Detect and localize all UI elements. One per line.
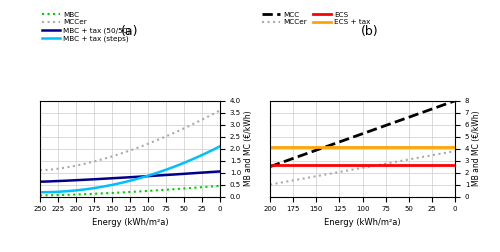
Y-axis label: MB and MC (€/kWh): MB and MC (€/kWh) bbox=[472, 111, 481, 186]
Text: (b): (b) bbox=[361, 25, 379, 38]
Legend: MBC, MCCer, MBC + tax (50/50), MBC + tax (steps): MBC, MCCer, MBC + tax (50/50), MBC + tax… bbox=[38, 9, 133, 45]
Legend: MCC, MCCer, ECS, ECS + tax: MCC, MCCer, ECS, ECS + tax bbox=[258, 9, 374, 28]
X-axis label: Energy (kWh/m²a): Energy (kWh/m²a) bbox=[324, 218, 401, 227]
X-axis label: Energy (kWh/m²a): Energy (kWh/m²a) bbox=[92, 218, 168, 227]
Text: (a): (a) bbox=[121, 25, 139, 38]
Y-axis label: MB and MC (€/kWh): MB and MC (€/kWh) bbox=[244, 111, 253, 186]
